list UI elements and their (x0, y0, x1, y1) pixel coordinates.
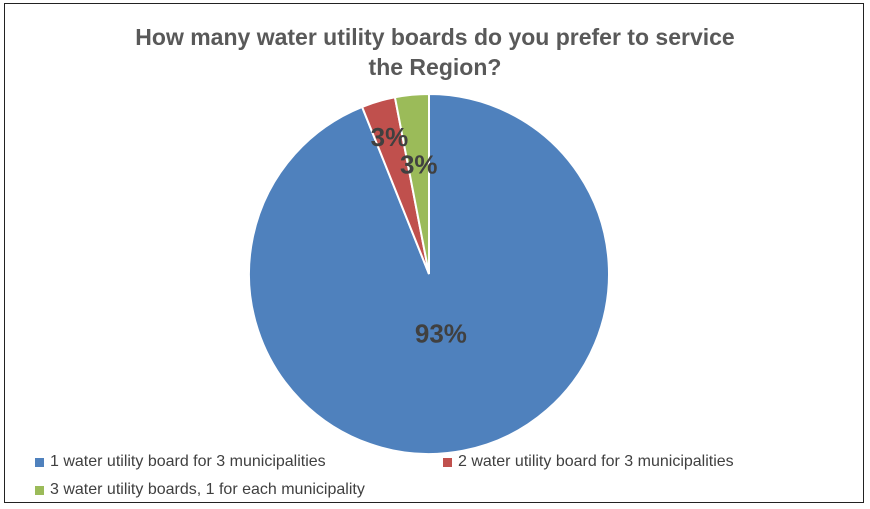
slice-label-3: 3% (400, 149, 438, 179)
legend-item-3: 3 water utility boards, 1 for each munic… (35, 481, 365, 499)
chart-title-line-1: How many water utility boards do you pre… (135, 24, 735, 50)
legend-label-3: 3 water utility boards, 1 for each munic… (50, 481, 365, 498)
slice-label-1: 93% (415, 319, 467, 349)
pie-labels: 93% 3%3% (371, 122, 467, 349)
legend-row-2: 3 water utility boards, 1 for each munic… (35, 476, 855, 504)
pie-slices (248, 92, 610, 455)
legend-item-1: 1 water utility board for 3 municipaliti… (35, 453, 443, 471)
chart-frame: How many water utility boards do you pre… (4, 3, 864, 503)
legend-swatch-3 (35, 485, 44, 495)
legend-swatch-1 (35, 457, 44, 467)
chart-title-line-2: the Region? (368, 54, 502, 80)
legend-swatch-2 (443, 457, 452, 467)
legend-label-1: 1 water utility board for 3 municipaliti… (50, 453, 326, 470)
legend-label-2: 2 water utility board for 3 municipaliti… (458, 453, 734, 470)
slice-label-2: 3% (371, 122, 409, 152)
pie-chart: 93% 3%3% (248, 92, 610, 455)
chart-title: How many water utility boards do you pre… (5, 22, 865, 82)
legend-item-2: 2 water utility board for 3 municipaliti… (443, 453, 734, 471)
legend: 1 water utility board for 3 municipaliti… (35, 448, 855, 504)
legend-row-1: 1 water utility board for 3 municipaliti… (35, 448, 855, 476)
pie-slice-3 (393, 92, 430, 275)
